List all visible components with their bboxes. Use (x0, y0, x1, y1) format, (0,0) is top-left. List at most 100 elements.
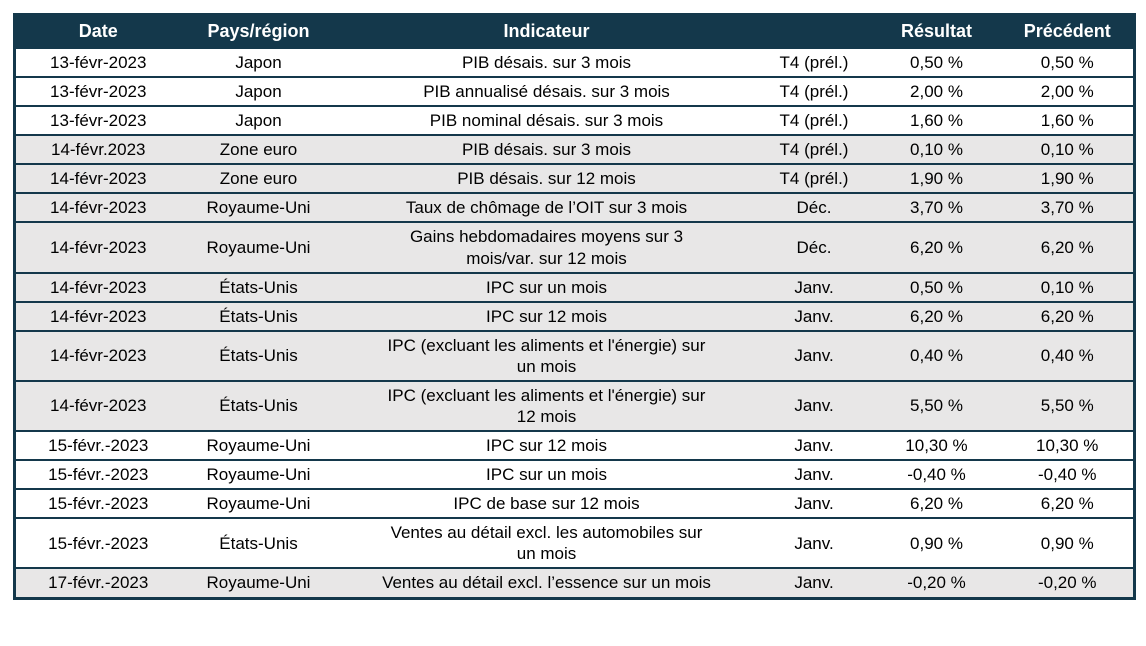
cell-indicator: Taux de chômage de l’OIT sur 3 mois (405, 198, 688, 218)
cell-date: 15-févr.-2023 (48, 533, 149, 553)
cell-previous: 6,20 % (1040, 306, 1094, 326)
table-row: 14-févr-2023 États-Unis IPC sur 12 mois … (14, 301, 1135, 331)
cell-indicator: IPC sur un mois (486, 277, 607, 297)
cell-region: Zone euro (219, 169, 298, 189)
table-body: 13-févr-2023 Japon PIB désais. sur 3 moi… (14, 48, 1135, 599)
cell-indicator: PIB désais. sur 3 mois (461, 53, 632, 72)
cell-period: Janv. (794, 396, 834, 416)
table-row: 13-févr-2023 Japon PIB désais. sur 3 moi… (14, 48, 1135, 78)
cell-result: 1,60 % (910, 111, 963, 131)
cell-date: 14-févr-2023 (50, 277, 147, 297)
cell-result: 3,70 % (910, 198, 963, 218)
cell-result: 6,20 % (910, 494, 963, 514)
cell-previous: 10,30 % (1036, 436, 1099, 456)
cell-region: Royaume-Uni (206, 436, 311, 456)
table-row: 15-févr.-2023 États-Unis Ventes au détai… (14, 518, 1135, 569)
cell-period: Déc. (796, 238, 832, 257)
cell-region: États-Unis (219, 277, 298, 297)
cell-date: 14-févr-2023 (50, 238, 147, 257)
cell-period: Janv. (794, 346, 834, 366)
cell-result: 6,20 % (910, 306, 963, 326)
cell-region: Japon (235, 111, 282, 131)
cell-result: 0,40 % (910, 346, 963, 366)
cell-result: 0,90 % (910, 533, 963, 553)
cell-date: 13-févr-2023 (50, 82, 147, 102)
cell-date: 17-févr.-2023 (48, 573, 149, 593)
column-header-date: Date (14, 14, 181, 48)
column-header-indicator: Indicateur (336, 14, 757, 48)
column-header-region: Pays/région (180, 14, 337, 48)
cell-date: 15-févr.-2023 (48, 465, 149, 485)
table-row: 15-févr.-2023 Royaume-Uni IPC sur un moi… (14, 460, 1135, 490)
cell-region: Royaume-Uni (206, 238, 311, 257)
table-row: 17-févr.-2023 Royaume-Uni Ventes au déta… (14, 568, 1135, 599)
cell-period: Janv. (794, 494, 834, 514)
cell-indicator: Ventes au détail excl. l’essence sur un … (382, 573, 711, 593)
cell-date: 15-févr.-2023 (48, 436, 149, 456)
header-row: Date Pays/région Indicateur Résultat Pré… (14, 14, 1135, 48)
cell-region: Royaume-Uni (206, 573, 311, 593)
column-header-previous: Précédent (1001, 14, 1135, 48)
cell-date: 14-févr-2023 (50, 396, 147, 416)
cell-region: Royaume-Uni (206, 494, 311, 514)
cell-period: Janv. (794, 465, 834, 485)
cell-indicator: Gains hebdomadaires moyens sur 3 mois/va… (409, 227, 684, 268)
cell-date: 14-févr-2023 (50, 169, 147, 189)
table-row: 14-févr-2023 Royaume-Uni Taux de chômage… (14, 193, 1135, 223)
cell-result: 0,50 % (910, 277, 963, 297)
economic-calendar-table: Date Pays/région Indicateur Résultat Pré… (13, 13, 1136, 600)
cell-result: 10,30 % (905, 436, 968, 456)
cell-period: T4 (prél.) (779, 82, 849, 102)
table-row: 13-févr-2023 Japon PIB annualisé désais.… (14, 77, 1135, 107)
cell-previous: 3,70 % (1040, 198, 1094, 218)
table-row: 14-févr-2023 États-Unis IPC (excluant le… (14, 380, 1135, 432)
cell-indicator: PIB désais. sur 12 mois (457, 169, 636, 189)
cell-indicator: IPC sur 12 mois (486, 436, 607, 456)
cell-period: T4 (prél.) (779, 53, 849, 72)
cell-previous: 0,10 % (1040, 277, 1094, 297)
cell-previous: 0,10 % (1040, 140, 1094, 160)
cell-period: Janv. (794, 533, 834, 553)
cell-date: 13-févr-2023 (50, 111, 147, 131)
cell-region: États-Unis (219, 396, 298, 416)
cell-period: T4 (prél.) (779, 111, 849, 131)
cell-date: 14-févr-2023 (50, 198, 147, 218)
cell-date: 15-févr.-2023 (48, 494, 149, 514)
cell-previous: -0,40 % (1037, 465, 1097, 485)
table-row: 14-févr.2023 Zone euro PIB désais. sur 3… (14, 135, 1135, 165)
cell-indicator: PIB annualisé désais. sur 3 mois (423, 82, 670, 102)
cell-region: Zone euro (219, 140, 298, 160)
cell-previous: 6,20 % (1040, 494, 1094, 514)
table-row: 14-févr-2023 Royaume-Uni Gains hebdomada… (14, 222, 1135, 273)
cell-result: 0,10 % (910, 140, 963, 160)
cell-date: 14-févr.2023 (50, 140, 146, 160)
cell-previous: 5,50 % (1040, 396, 1094, 416)
cell-previous: 2,00 % (1040, 82, 1094, 102)
cell-date: 14-févr-2023 (50, 306, 147, 326)
cell-region: États-Unis (219, 533, 298, 553)
cell-indicator: PIB nominal désais. sur 3 mois (429, 111, 664, 131)
column-header-result: Résultat (871, 14, 1002, 48)
cell-previous: 0,50 % (1040, 53, 1094, 72)
cell-date: 13-févr-2023 (50, 53, 147, 72)
cell-previous: 0,40 % (1040, 346, 1094, 366)
cell-indicator: IPC (excluant les aliments et l'énergie)… (387, 385, 706, 427)
cell-result: -0,40 % (907, 465, 966, 485)
table-row: 14-févr-2023 États-Unis IPC sur un mois … (14, 272, 1135, 302)
cell-indicator: PIB désais. sur 3 mois (461, 140, 632, 160)
cell-region: Japon (235, 82, 282, 102)
cell-region: Royaume-Uni (206, 198, 311, 218)
cell-period: Déc. (796, 198, 832, 218)
cell-period: Janv. (794, 436, 834, 456)
cell-region: États-Unis (219, 346, 298, 366)
cell-period: T4 (prél.) (779, 169, 849, 189)
cell-result: -0,20 % (907, 573, 966, 593)
cell-date: 14-févr-2023 (50, 346, 147, 366)
cell-result: 2,00 % (910, 82, 963, 102)
cell-previous: 1,60 % (1040, 111, 1094, 131)
cell-indicator: IPC (excluant les aliments et l'énergie)… (387, 335, 706, 376)
cell-result: 6,20 % (910, 238, 963, 257)
cell-previous: 1,90 % (1040, 169, 1094, 189)
cell-period: T4 (prél.) (779, 140, 849, 160)
